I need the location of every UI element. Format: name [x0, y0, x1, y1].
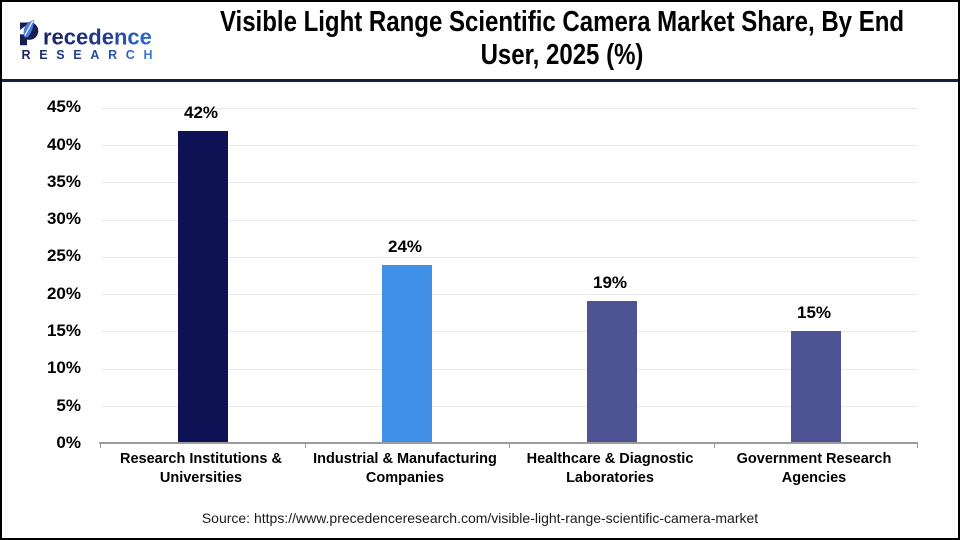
svg-text:RESEARCH: RESEARCH	[22, 48, 162, 62]
svg-text:recedence: recedence	[43, 25, 152, 50]
